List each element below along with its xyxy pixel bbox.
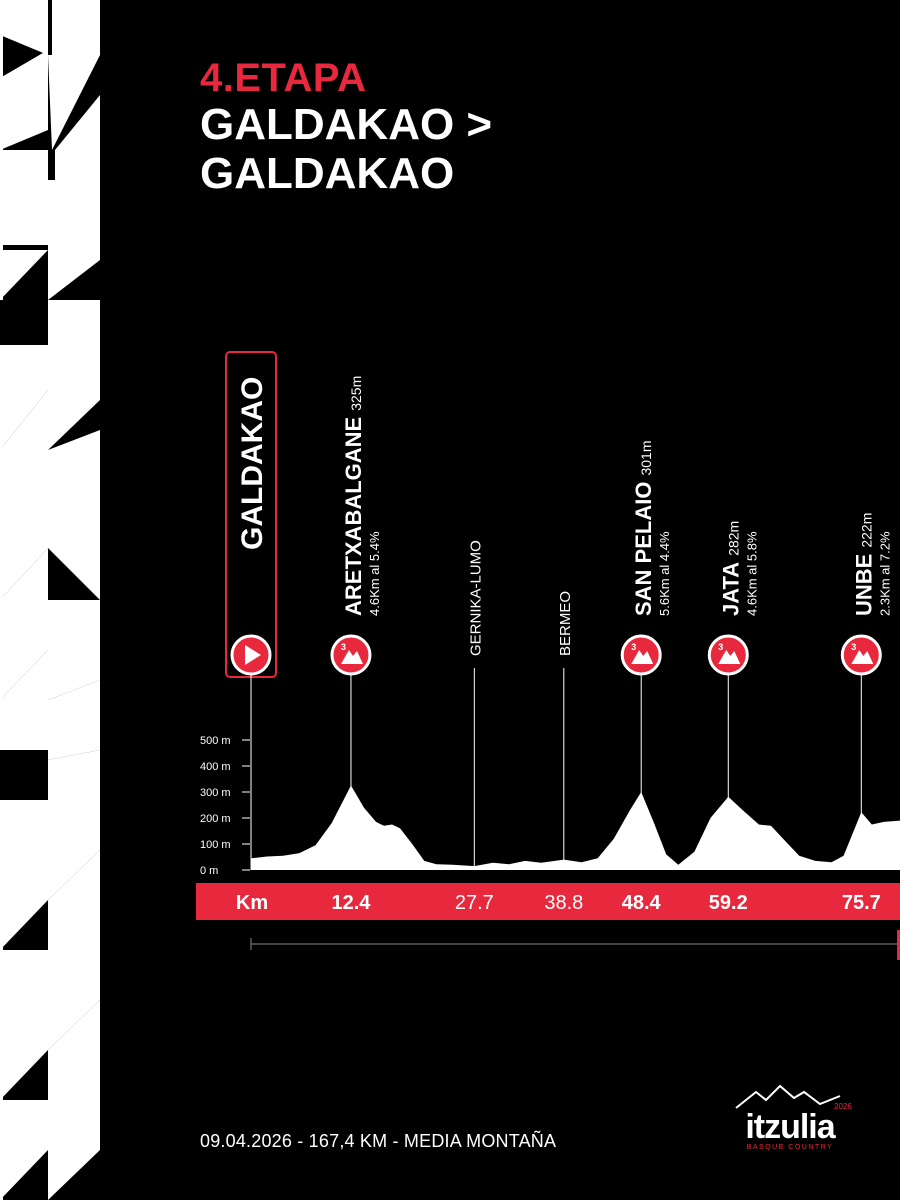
climb-name: UNBE <box>851 554 876 616</box>
climb-category: 3 <box>341 642 346 652</box>
start-name: GALDAKAO <box>236 377 269 550</box>
climb-detail: 2.3Km al 7.2% <box>877 531 892 616</box>
climb-category: 3 <box>631 642 636 652</box>
climb-name: JATA <box>718 562 743 616</box>
climb-detail: 4.6Km al 5.4% <box>367 531 382 616</box>
km-label: 59.2 <box>709 892 748 914</box>
y-tick-label: 100 m <box>200 839 231 851</box>
itzulia-logo: 2026 itzulia BASQUE COUNTRY <box>735 1084 852 1151</box>
climb-detail: 4.6Km al 5.8% <box>744 531 759 616</box>
mountain-icon <box>851 650 874 664</box>
km-bar <box>196 883 900 920</box>
y-tick-label: 400 m <box>200 761 231 773</box>
km-label: 38.8 <box>544 892 583 914</box>
y-tick-label: 200 m <box>200 813 231 825</box>
mountain-icon <box>735 1084 841 1109</box>
y-tick-label: 500 m <box>200 735 231 747</box>
mountain-icon <box>631 650 654 664</box>
km-label: 75.7 <box>842 892 881 914</box>
climb-category: 3 <box>718 642 723 652</box>
start-marker: GALDAKAO <box>225 351 277 870</box>
town-name: BERMEO <box>557 591 574 656</box>
km-label: 12.4 <box>332 892 372 914</box>
y-axis: 500 m 400 m 300 m 200 m 100 m 0 m <box>200 735 250 877</box>
route-line-2: GALDAKAO <box>200 149 455 198</box>
km-axis-label: Km <box>236 892 268 914</box>
climb-name: ARETXABALGANE <box>341 417 366 616</box>
climb-category: 3 <box>851 642 856 652</box>
y-tick-label: 0 m <box>200 865 218 877</box>
logo-tagline: BASQUE COUNTRY <box>747 1144 834 1151</box>
route-line-1: GALDAKAO > <box>200 100 493 149</box>
waypoint-markers: ARETXABALGANE 325m 4.6Km al 5.4% 3 GERNIKA-L… <box>330 376 892 870</box>
climb-detail: 5.6Km al 4.4% <box>657 531 672 616</box>
climb-name: SAN PELAIO <box>631 482 656 616</box>
logo-year: 2026 <box>834 1102 852 1111</box>
mountain-icon <box>340 650 363 664</box>
climb-altitude: 282m <box>725 521 741 556</box>
stage-info: 09.04.2026 - 167,4 KM - MEDIA MONTAÑA <box>200 1131 557 1151</box>
y-tick-label: 300 m <box>200 787 231 799</box>
decorative-pattern <box>0 0 100 1200</box>
climb-altitude: 222m <box>858 513 874 548</box>
climb-altitude: 325m <box>348 376 364 411</box>
km-label: 48.4 <box>622 892 662 914</box>
logo-wordmark: itzulia <box>745 1108 836 1146</box>
km-label: 27.7 <box>455 892 494 914</box>
town-name: GERNIKA-LUMO <box>467 540 484 656</box>
stage-title: 4.ETAPA <box>200 56 367 100</box>
km-labels: 12.4 27.7 38.8 48.4 59.2 75.7 <box>332 892 881 914</box>
climb-altitude: 301m <box>638 441 654 476</box>
elevation-area <box>251 785 900 870</box>
mountain-icon <box>718 650 741 664</box>
